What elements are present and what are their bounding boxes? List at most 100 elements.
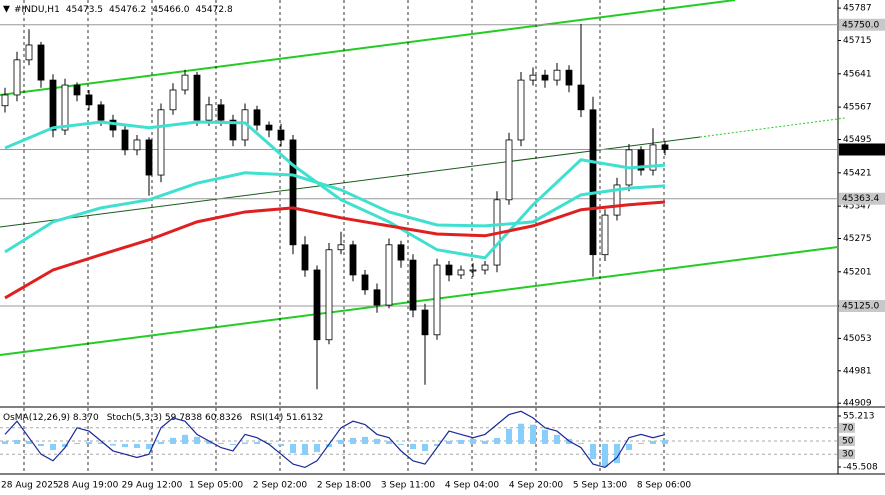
candle-body — [61, 84, 69, 131]
candle-body — [457, 269, 465, 276]
osma-bar — [122, 443, 128, 447]
x-tick-label: 28 Aug 19:00 — [58, 481, 119, 491]
osma-bar — [386, 440, 392, 444]
candle-body — [505, 139, 513, 201]
candle-body — [97, 104, 105, 121]
ohlc-value: 45466.0 — [152, 5, 189, 15]
y-tick-label: 45715 — [843, 36, 872, 46]
ohlc-value: 45476.2 — [109, 5, 146, 15]
candle-body — [169, 89, 177, 111]
osma-bar — [482, 440, 488, 444]
candle-body — [373, 289, 381, 306]
candle-body — [385, 244, 393, 306]
ma-line — [4, 120, 666, 260]
header: #INDU,H1 45473.5 45476.2 45466.0 45472.8 — [14, 5, 233, 15]
y-tick-label: -45.508 — [843, 463, 878, 473]
osma-bar — [206, 440, 212, 444]
indicator-text: RSI(14) 51.6132 — [250, 413, 323, 423]
x-tick-label: 28 Aug 2025 — [1, 481, 59, 491]
osma-bar — [314, 443, 320, 453]
candle-body — [445, 264, 453, 276]
osma-bar — [110, 443, 116, 446]
candle-body — [469, 269, 477, 272]
osma-bar — [410, 443, 416, 450]
candle-body — [277, 129, 285, 141]
candle-body — [85, 94, 93, 106]
y-tick-label: 70 — [842, 423, 854, 433]
osma-bar — [398, 443, 404, 445]
candle-body — [601, 214, 609, 256]
y-tick-label: 45201 — [843, 267, 872, 277]
symbol: #INDU,H1 — [14, 5, 60, 15]
osma-bar — [14, 439, 20, 444]
candle-body — [121, 129, 129, 151]
y-tick-label: 45567 — [843, 103, 872, 113]
osma-bar — [146, 443, 152, 450]
ma-line — [4, 200, 666, 300]
osma-bar — [494, 437, 500, 444]
osma-bar — [170, 437, 176, 444]
osma-bar — [602, 443, 608, 467]
level-label-bg — [839, 449, 855, 460]
candle-body — [433, 264, 441, 336]
osma-bar — [266, 442, 272, 444]
candle-body — [397, 244, 405, 261]
candle-body — [325, 249, 333, 341]
osma-bar — [218, 442, 224, 444]
osma-bar — [554, 434, 560, 444]
candle-body — [529, 74, 537, 81]
indicator-legend: OsMA(12,26,9) 8.370 Stoch(5,3,3) 59.7838 … — [3, 413, 323, 423]
osma-bar — [230, 443, 236, 445]
candle-body — [229, 119, 237, 141]
osma-bar — [374, 438, 380, 444]
y-tick-label: 30 — [842, 450, 854, 460]
osma-bar — [422, 443, 428, 452]
osma-bar — [458, 439, 464, 444]
candle-body — [553, 69, 561, 81]
level-label-bg — [839, 436, 855, 446]
osma-bar — [62, 443, 68, 447]
osma-bar — [302, 443, 308, 456]
osma-bar — [194, 436, 200, 444]
candle-body — [541, 74, 549, 81]
level-label-bg — [839, 192, 885, 205]
y-tick-label: 45053 — [843, 334, 872, 344]
y-tick-label: 45347 — [843, 202, 872, 212]
osma-bar — [254, 441, 260, 444]
candle-body — [517, 79, 525, 141]
candle-body — [1, 94, 9, 107]
level-label: 45472.8 — [842, 145, 879, 155]
x-tick-label: 29 Aug 12:00 — [122, 481, 183, 491]
header-arrow: ▼ — [3, 5, 10, 15]
candle-body — [481, 264, 489, 271]
level-label: 45125.0 — [842, 302, 879, 312]
osma-bar — [434, 443, 440, 446]
osma-bar — [350, 437, 356, 444]
channel-lower — [0, 246, 839, 356]
candle-body — [613, 184, 621, 216]
osma-bar — [290, 443, 296, 454]
osma-bar — [542, 429, 548, 444]
level-label: 45363.4 — [842, 194, 879, 204]
candle-body — [13, 59, 21, 96]
osma-bar — [650, 440, 656, 444]
osma-bar — [590, 443, 596, 460]
candle-body — [37, 44, 45, 81]
osma-bar — [26, 440, 32, 444]
x-tick-label: 3 Sep 11:00 — [381, 481, 436, 491]
candle-body — [181, 74, 189, 91]
candle-body — [25, 44, 33, 61]
trend-line — [0, 136, 701, 228]
osma-bar — [638, 442, 644, 444]
candle-body — [361, 274, 369, 291]
candle-body — [205, 104, 213, 121]
osma-bar — [662, 439, 668, 444]
y-tick-label: 44981 — [843, 366, 872, 376]
osma-bar — [326, 443, 332, 447]
osma-bar — [506, 428, 512, 444]
candle-body — [577, 84, 585, 111]
osma-bar — [86, 441, 92, 444]
y-tick-label: 45495 — [843, 135, 872, 145]
x-tick-label: 4 Sep 20:00 — [509, 481, 564, 491]
